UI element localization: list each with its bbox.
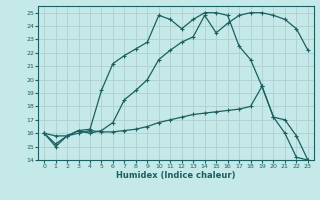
X-axis label: Humidex (Indice chaleur): Humidex (Indice chaleur) [116, 171, 236, 180]
